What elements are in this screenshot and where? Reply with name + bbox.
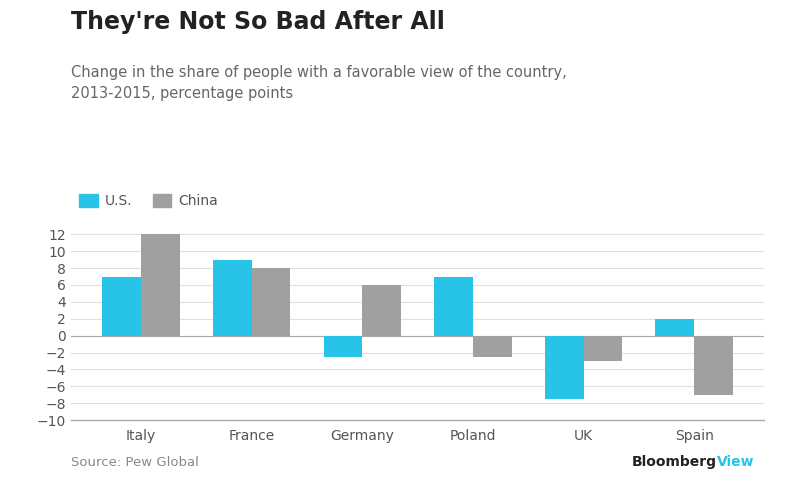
Bar bbox=[102, 276, 141, 336]
Text: View: View bbox=[717, 455, 755, 469]
Bar bbox=[141, 234, 180, 336]
Text: Change in the share of people with a favorable view of the country,
2013-2015, p: Change in the share of people with a fav… bbox=[71, 65, 567, 101]
Bar bbox=[251, 268, 291, 336]
Text: Source: Pew Global: Source: Pew Global bbox=[71, 455, 199, 469]
Legend: U.S., China: U.S., China bbox=[74, 188, 223, 213]
Bar bbox=[694, 336, 733, 395]
Bar bbox=[213, 260, 251, 336]
Bar bbox=[473, 336, 511, 357]
Bar bbox=[324, 336, 362, 357]
Text: Bloomberg: Bloomberg bbox=[632, 455, 717, 469]
Text: They're Not So Bad After All: They're Not So Bad After All bbox=[71, 10, 444, 34]
Bar bbox=[656, 319, 694, 336]
Bar bbox=[584, 336, 623, 361]
Bar bbox=[362, 285, 401, 336]
Bar bbox=[434, 276, 473, 336]
Bar bbox=[545, 336, 584, 399]
